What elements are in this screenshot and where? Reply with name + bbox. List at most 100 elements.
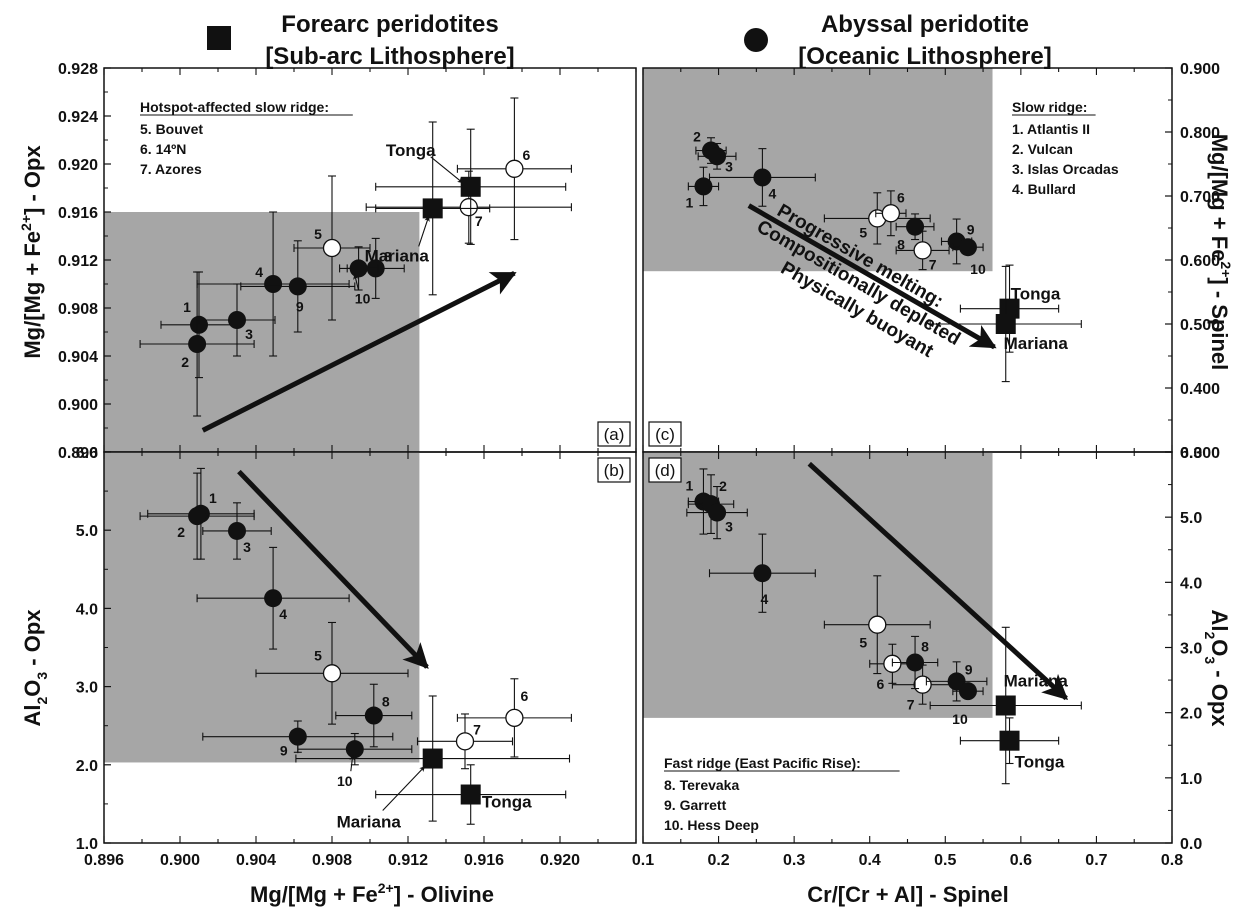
panel-d-point-label: 10 bbox=[952, 711, 968, 727]
panels: 0.8960.9000.9040.9080.9120.9160.9200.924… bbox=[58, 61, 1220, 869]
panel-c-point-label: 9 bbox=[967, 221, 975, 237]
panel-a-point-label: 3 bbox=[245, 326, 253, 342]
panel-a-y-tick-label: 0.920 bbox=[58, 157, 98, 174]
panel-b-point-label: 2 bbox=[177, 524, 185, 540]
panel-c-point-3: 3 bbox=[697, 142, 737, 174]
panel-c-y-tick-label: 0.800 bbox=[1180, 125, 1220, 142]
y-axis-title-top-right: Mg/[Mg + Fe2+] - Spinel bbox=[1207, 134, 1234, 371]
legend-forearc-line1: Forearc peridotites bbox=[281, 11, 498, 38]
panel-b-point-label: 8 bbox=[382, 694, 390, 710]
panel-d-point-label: 2 bbox=[719, 478, 727, 494]
panel-b-y-tick-label: 5.0 bbox=[76, 523, 98, 540]
panel-a-point-6: 6 bbox=[456, 97, 572, 241]
panel-c-point-label: Mariana bbox=[1004, 334, 1069, 353]
panel-a-point-label: 1 bbox=[183, 299, 191, 315]
legend-abyssal-line2: [Oceanic Lithosphere] bbox=[798, 43, 1051, 70]
panel-b-point-label: 6 bbox=[521, 688, 529, 704]
panel-a-point-label: 6 bbox=[523, 147, 531, 163]
panel-a-legend-item: 6. 14ºN bbox=[140, 141, 186, 157]
panel-c-point-8: 8 bbox=[895, 213, 935, 253]
panel-d-y-tick-label: 2.0 bbox=[1180, 706, 1202, 723]
panel-a-marker-circle bbox=[349, 259, 368, 278]
panel-b: 1.0 2.0 3.0 4.0 5.0 6.0 0.896 0.900 0.904 0.908 0.… bbox=[76, 445, 637, 869]
legend-abyssal: Abyssal peridotite [Oceanic Lithosphere] bbox=[744, 11, 1052, 70]
panel-a-point-3: 3 bbox=[198, 283, 276, 357]
panel-b-x-tick-label: 0.912 bbox=[388, 852, 428, 869]
panel-d-y-tick-label: 6.0 bbox=[1180, 445, 1202, 462]
panel-d-point-label: 9 bbox=[965, 661, 973, 677]
panel-d-y-tick-label: 5.0 bbox=[1180, 510, 1202, 527]
panel-b-marker-circle bbox=[345, 740, 364, 759]
panel-d-point-label: 1 bbox=[686, 478, 694, 494]
panel-c-y-tick-label: 0.300 bbox=[1180, 445, 1220, 462]
panel-d-x-tick-label: 0.3 bbox=[783, 852, 805, 869]
y-axis-title-bottom-right: Al2O3 - Opx bbox=[1202, 609, 1232, 727]
panel-c-legend-title: Slow ridge: bbox=[1012, 99, 1087, 115]
panel-b-point-5: 5 bbox=[255, 621, 409, 725]
y-axis-title-bottom-left: Al2O3 - Opx bbox=[20, 609, 50, 727]
panel-a-label: (a) bbox=[604, 425, 625, 444]
panel-d-marker-square bbox=[999, 730, 1020, 751]
panel-c-point-label: 10 bbox=[970, 261, 986, 277]
panel-b-y-tick-label: 6.0 bbox=[76, 445, 98, 462]
panel-c-point-10: 10 bbox=[952, 238, 986, 277]
panel-b-point-label: 5 bbox=[314, 647, 322, 663]
panel-b-point-label: 3 bbox=[243, 539, 251, 555]
panel-b-marker-circle bbox=[188, 507, 207, 526]
panel-d-point-label: 4 bbox=[761, 591, 769, 607]
panel-a-point-label: 9 bbox=[296, 298, 304, 314]
panel-c-label: (c) bbox=[655, 425, 675, 444]
panel-d-y-tick-label: 1.0 bbox=[1180, 771, 1202, 788]
panel-d-y-tick-label: 3.0 bbox=[1180, 641, 1202, 658]
panel-b-leader-line bbox=[382, 766, 426, 811]
panel-a-label-box bbox=[597, 421, 631, 447]
legend-forearc-square-marker bbox=[207, 26, 231, 50]
panel-b-point-tonga: Tonga bbox=[375, 764, 567, 825]
panel-b-marker-circle bbox=[264, 589, 283, 608]
panel-a-trend-arrow bbox=[201, 270, 517, 433]
panel-d-x-tick-label: 0.5 bbox=[934, 852, 956, 869]
panel-b-marker-open-circle bbox=[505, 708, 524, 728]
panel-b-point-10: 10 bbox=[297, 732, 413, 789]
panel-a-y-tick-label: 0.908 bbox=[58, 301, 98, 318]
panel-d-point-label: 8 bbox=[921, 638, 929, 654]
panel-b-marker-square bbox=[460, 784, 481, 805]
panel-d-label-box bbox=[648, 457, 682, 483]
panel-d-legend-item: 10. Hess Deep bbox=[664, 817, 759, 833]
panel-d-x-tick-label: 0.7 bbox=[1085, 852, 1107, 869]
panel-d-marker-circle bbox=[753, 564, 772, 583]
panel-b-x-tick-label: 0.904 bbox=[236, 852, 276, 869]
panel-a-marker-circle bbox=[264, 275, 283, 293]
panel-a-point-4: 4 bbox=[196, 211, 350, 357]
panel-c-point-6: 6 bbox=[875, 189, 907, 237]
panel-c-legend-item: 2. Vulcan bbox=[1012, 141, 1073, 157]
panel-a-legend-item: 5. Bouvet bbox=[140, 121, 203, 137]
legend-forearc-line2: [Sub-arc Lithosphere] bbox=[265, 43, 514, 70]
panel-c-point-label: 5 bbox=[859, 224, 867, 240]
panel-a-y-tick-label: 0.928 bbox=[58, 61, 98, 78]
panel-d-x-tick-label: 0.8 bbox=[1161, 852, 1183, 869]
panel-a-point-label: 4 bbox=[255, 264, 263, 280]
panel-a-leader-line bbox=[418, 215, 430, 247]
panel-d-marker-circle bbox=[958, 682, 977, 701]
panel-a-y-tick-label: 0.896 bbox=[58, 445, 98, 462]
panel-a-marker-square bbox=[422, 198, 443, 219]
panel-a-legend-item: 7. Azores bbox=[140, 161, 202, 177]
panel-d-point-label: 5 bbox=[859, 635, 867, 651]
panel-b-label: (b) bbox=[604, 461, 625, 480]
panel-d-marker-square bbox=[995, 695, 1016, 716]
panel-d: 0.0 1.0 2.0 3.0 4.0 5.0 6.0 0.1 0.2 0.3 0.4 0.5 0.6 0… bbox=[632, 445, 1202, 869]
panel-a-marker-open-circle bbox=[322, 238, 342, 258]
panel-b-point-label: Mariana bbox=[337, 813, 402, 832]
panel-b-point-mariana: Mariana bbox=[295, 695, 571, 832]
panel-b-point-3: 3 bbox=[202, 502, 272, 560]
panel-b-point-label: Tonga bbox=[482, 793, 532, 812]
panel-c-point-mariana: Mariana bbox=[929, 265, 1082, 383]
panel-b-x-tick-label: 0.896 bbox=[84, 852, 124, 869]
panel-d-point-6: 6 bbox=[869, 643, 916, 692]
panel-d-point-label: 7 bbox=[907, 697, 915, 713]
panel-a-legend-title: Hotspot-affected slow ridge: bbox=[140, 99, 329, 115]
panel-c-point-label: 4 bbox=[769, 185, 777, 201]
panel-c-point-4: 4 bbox=[708, 148, 816, 207]
